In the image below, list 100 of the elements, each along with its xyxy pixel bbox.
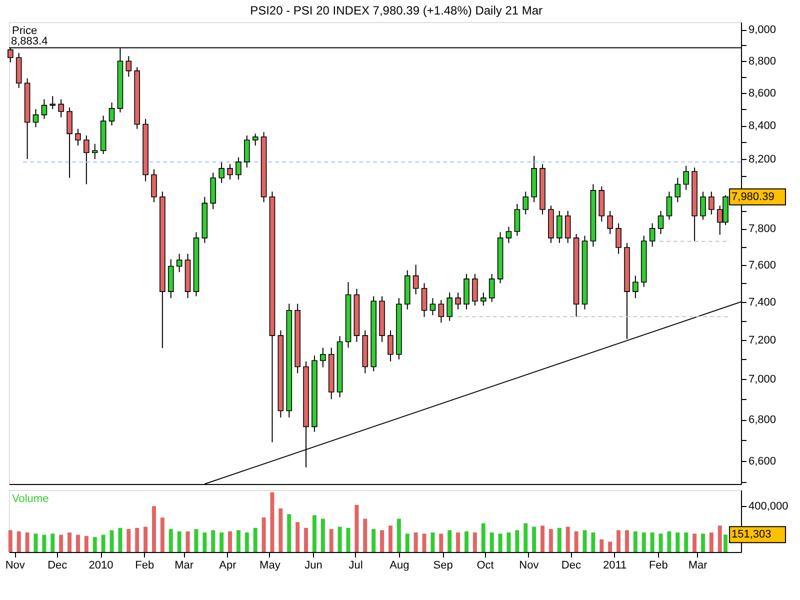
bar	[557, 528, 562, 552]
bar	[68, 532, 72, 552]
candlestick	[176, 253, 182, 273]
bar	[118, 528, 122, 552]
bar	[414, 532, 418, 552]
bar	[84, 536, 88, 552]
bar	[262, 518, 266, 552]
bar	[304, 528, 308, 552]
candlestick	[218, 162, 224, 184]
bar	[329, 529, 334, 552]
y-tick-label: 6,800	[748, 414, 776, 426]
bar	[380, 530, 384, 552]
candlestick	[632, 275, 638, 299]
bar	[372, 529, 376, 552]
bar	[490, 532, 494, 552]
bar	[472, 532, 477, 552]
candlestick	[472, 273, 478, 306]
bar	[481, 523, 486, 552]
bar	[168, 529, 173, 552]
x-tick-label: Mar	[688, 560, 708, 572]
bar	[8, 530, 12, 552]
bar	[211, 530, 216, 552]
bar	[25, 532, 30, 552]
candlestick	[236, 156, 242, 180]
candlestick	[126, 56, 132, 78]
bar	[430, 532, 435, 552]
candlestick	[32, 108, 39, 128]
candlestick	[607, 210, 613, 234]
bar	[724, 534, 728, 552]
bar	[700, 534, 705, 552]
bar	[236, 530, 240, 552]
candlestick	[700, 191, 706, 220]
bar	[608, 542, 612, 552]
y-tick-label: 7,200	[748, 334, 776, 346]
ref-line-label: 8,883.4	[11, 36, 48, 48]
x-tick-label: May	[260, 560, 281, 572]
bar	[101, 534, 106, 552]
y-tick-label: 8,600	[748, 87, 776, 100]
x-tick-label: Oct	[476, 560, 494, 572]
x-tick-label: Feb	[648, 560, 668, 572]
candlestick	[430, 298, 436, 316]
bar	[405, 534, 410, 552]
candlestick	[58, 98, 64, 118]
bar	[540, 526, 545, 552]
bar	[456, 532, 460, 552]
candlestick	[75, 128, 81, 146]
y-axis-title: Price	[12, 25, 38, 37]
bar	[515, 530, 520, 552]
candlestick	[244, 135, 250, 168]
candlestick	[616, 222, 622, 254]
bar	[667, 531, 672, 552]
bar	[253, 528, 258, 552]
y-tick-label: 400,000	[748, 500, 788, 513]
x-tick-label: Dec	[48, 560, 68, 572]
candlestick	[666, 191, 672, 220]
candlestick	[564, 210, 571, 244]
bar	[354, 504, 359, 552]
candlestick	[674, 177, 681, 203]
candlestick	[320, 347, 326, 368]
bar	[658, 534, 663, 552]
bar	[270, 492, 274, 552]
bar	[650, 532, 654, 552]
bar	[202, 532, 207, 552]
y-tick-label: 7,800	[748, 223, 776, 236]
bar	[600, 539, 604, 552]
x-tick-label: 2010	[88, 560, 114, 572]
x-tick-label: Jul	[348, 560, 363, 572]
bar	[532, 526, 536, 552]
bar	[363, 518, 368, 552]
x-tick-label: Jun	[304, 560, 322, 572]
bar	[76, 534, 80, 552]
x-tick-label: Apr	[219, 560, 237, 572]
bar	[278, 508, 283, 552]
bar	[50, 534, 55, 552]
bar	[16, 531, 21, 552]
y-tick-label: 7,000	[748, 374, 776, 386]
candlestick	[421, 282, 428, 318]
bar	[574, 531, 578, 552]
bar	[709, 532, 714, 552]
bar	[524, 523, 528, 552]
annotation: 7,980.39	[732, 190, 774, 203]
candlestick	[108, 102, 115, 126]
x-tick-label: Dec	[561, 560, 582, 572]
bar	[320, 518, 325, 552]
bar	[244, 532, 249, 552]
bar	[194, 529, 198, 552]
y-tick-label: 6,600	[748, 456, 776, 468]
x-tick-label: 2011	[602, 560, 627, 572]
bar	[92, 537, 97, 552]
candlestick	[514, 203, 520, 236]
bar	[566, 526, 570, 552]
bar	[160, 518, 164, 552]
bar	[624, 530, 629, 552]
candlestick	[480, 292, 486, 306]
bar	[388, 526, 392, 552]
candlestick	[438, 300, 444, 324]
bar	[582, 530, 587, 552]
bar	[59, 534, 64, 552]
candlestick	[506, 226, 512, 244]
bar	[177, 531, 182, 552]
